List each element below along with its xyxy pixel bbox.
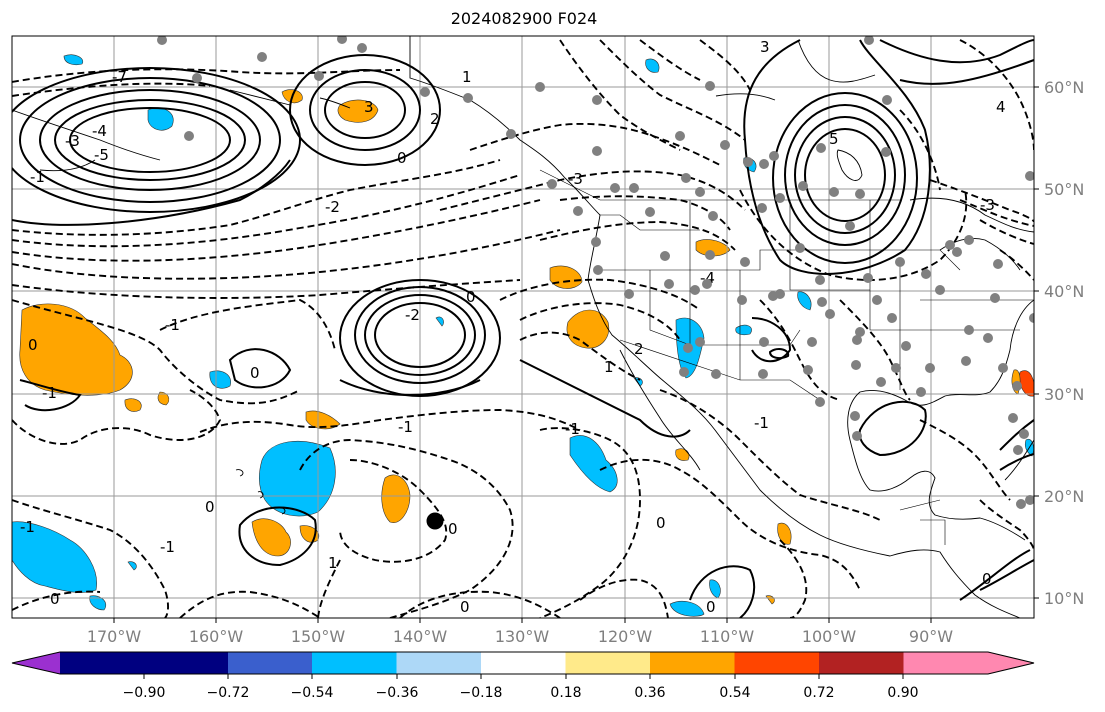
- colorbar-tick-label: −0.18: [460, 685, 503, 701]
- colorbar-segment: [565, 652, 651, 674]
- colorbar-tick-label: −0.72: [207, 685, 250, 701]
- lon-label: 90°W: [909, 627, 953, 646]
- lon-label: 150°W: [291, 627, 346, 646]
- svg-text:-3: -3: [568, 170, 583, 188]
- svg-text:0: 0: [250, 364, 260, 382]
- lon-label: 160°W: [189, 627, 244, 646]
- svg-text:1: 1: [604, 358, 614, 376]
- colorbar-tick-label: 0.54: [719, 685, 750, 701]
- colorbar-segment: [819, 652, 904, 674]
- svg-text:-1: -1: [398, 418, 413, 436]
- colorbar-tick-label: −0.90: [123, 685, 166, 701]
- colorbar-min-extend: [12, 652, 60, 674]
- svg-text:3: 3: [760, 38, 770, 56]
- colorbar-max-extend: [988, 652, 1034, 674]
- colorbar-segment: [312, 652, 397, 674]
- lat-label: 50°N: [1044, 180, 1084, 199]
- colorbar-segment: [396, 652, 482, 674]
- storm-center-marker: [426, 512, 444, 530]
- svg-text:-1: -1: [42, 384, 57, 402]
- svg-text:2: 2: [430, 110, 440, 128]
- colorbar-tick-label: 0.72: [803, 685, 834, 701]
- lon-label: 130°W: [495, 627, 550, 646]
- lon-label: 110°W: [700, 627, 755, 646]
- svg-text:-5: -5: [94, 146, 109, 164]
- lat-label: 40°N: [1044, 282, 1084, 301]
- svg-text:1: 1: [328, 554, 338, 572]
- colorbar-tick-label: −0.54: [291, 685, 334, 701]
- svg-text:-1: -1: [30, 168, 45, 186]
- svg-text:-1: -1: [20, 518, 35, 536]
- svg-text:0: 0: [448, 520, 458, 538]
- anomaly-shading: [12, 54, 1034, 617]
- colorbar-segment: [481, 652, 566, 674]
- lon-label: 140°W: [393, 627, 448, 646]
- coastlines: [12, 36, 1034, 618]
- colorbar-segment: [903, 652, 988, 674]
- svg-text:-7: -7: [112, 68, 127, 86]
- colorbar-tick-label: 0.90: [887, 685, 918, 701]
- lat-label: 30°N: [1044, 385, 1084, 404]
- svg-text:5: 5: [829, 130, 839, 148]
- colorbar-segment: [228, 652, 313, 674]
- svg-text:-3: -3: [980, 196, 995, 214]
- colorbar-segment: [734, 652, 820, 674]
- svg-text:-1: -1: [565, 420, 580, 438]
- svg-text:0: 0: [460, 598, 470, 616]
- latitude-labels: 60°N 50°N 40°N 30°N 20°N 10°N: [1044, 78, 1084, 608]
- axis-ticks: [113, 86, 1039, 623]
- svg-text:-3: -3: [65, 132, 80, 150]
- svg-text:-1: -1: [754, 414, 769, 432]
- map-title: 2024082900 F024: [450, 9, 598, 28]
- colorbar-tick-label: 0.18: [550, 685, 581, 701]
- lat-label: 20°N: [1044, 487, 1084, 506]
- colorbar-segment: [650, 652, 735, 674]
- lon-label: 100°W: [802, 627, 857, 646]
- colorbar-segment: [60, 652, 145, 674]
- colorbar: −0.90 −0.72 −0.54 −0.36 −0.18 0.18 0.36 …: [11, 651, 1035, 701]
- svg-text:-1: -1: [160, 538, 175, 556]
- lat-label: 10°N: [1044, 589, 1084, 608]
- svg-text:-1: -1: [165, 316, 180, 334]
- svg-text:0: 0: [982, 570, 992, 588]
- lat-label: 60°N: [1044, 78, 1084, 97]
- svg-text:-4: -4: [92, 122, 107, 140]
- svg-text:0: 0: [706, 598, 716, 616]
- colorbar-tick-label: 0.36: [634, 685, 665, 701]
- colorbar-segment: [144, 652, 229, 674]
- longitude-labels: 170°W 160°W 150°W 140°W 130°W 120°W 110°…: [87, 627, 953, 646]
- svg-text:0: 0: [397, 149, 407, 167]
- svg-text:1: 1: [462, 68, 472, 86]
- svg-text:2: 2: [634, 340, 644, 358]
- svg-text:0: 0: [28, 336, 38, 354]
- svg-text:4: 4: [996, 98, 1006, 116]
- svg-text:0: 0: [205, 498, 215, 516]
- station-markers: [157, 36, 1034, 509]
- svg-text:3: 3: [364, 98, 374, 116]
- svg-text:0: 0: [656, 514, 666, 532]
- svg-text:-2: -2: [325, 198, 340, 216]
- lon-label: 170°W: [87, 627, 142, 646]
- colorbar-tick-label: −0.36: [376, 685, 419, 701]
- svg-text:0: 0: [466, 288, 476, 306]
- graticule: [12, 36, 1034, 618]
- svg-text:0: 0: [50, 590, 60, 608]
- map-frame: [11, 35, 1035, 619]
- lon-label: 120°W: [598, 627, 653, 646]
- svg-text:-2: -2: [405, 306, 420, 324]
